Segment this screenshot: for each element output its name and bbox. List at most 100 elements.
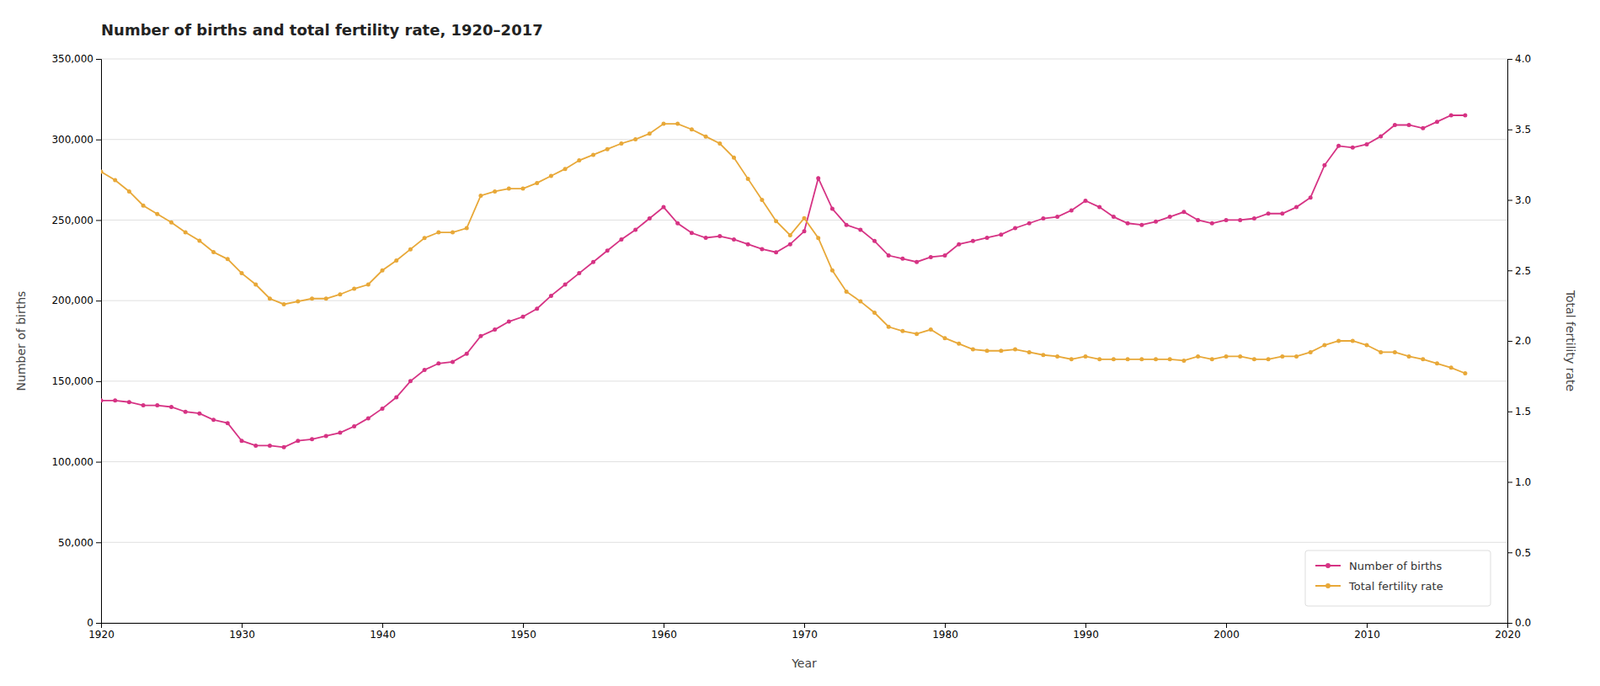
marker	[647, 131, 652, 136]
marker	[197, 411, 202, 416]
marker	[1378, 350, 1383, 355]
marker	[1181, 358, 1186, 363]
marks	[101, 113, 1467, 450]
marker	[337, 292, 342, 297]
marker	[675, 221, 680, 226]
grid-line	[101, 542, 1508, 544]
marker	[1125, 357, 1131, 362]
tick-mark	[663, 623, 665, 629]
marker	[563, 282, 568, 288]
plot: 1920193019401950196019701980199020002010…	[51, 53, 1531, 640]
tick-mark	[96, 542, 102, 544]
marker	[450, 359, 455, 364]
marker	[1125, 221, 1131, 226]
marker	[1449, 113, 1454, 118]
marker	[267, 296, 272, 301]
legend-label: Number of births	[1349, 560, 1443, 573]
marker	[1097, 205, 1102, 210]
marker	[534, 306, 539, 311]
tick-label: 0	[86, 617, 94, 630]
marker	[1336, 144, 1341, 149]
marker	[422, 235, 427, 240]
tick-mark	[1507, 200, 1513, 202]
marker	[464, 352, 470, 357]
tick-label: 150,000	[51, 375, 94, 388]
tick-label: 100,000	[51, 456, 94, 469]
marker	[492, 189, 497, 194]
tick: 1930	[229, 623, 256, 641]
tick-label: 1950	[510, 629, 537, 641]
marker	[704, 134, 709, 139]
marker	[998, 232, 1003, 237]
tick-mark	[1507, 411, 1513, 413]
tick-mark	[1226, 623, 1227, 629]
marker	[1069, 208, 1074, 213]
tick-mark	[1507, 623, 1513, 624]
marker	[1462, 113, 1467, 118]
marker	[253, 282, 258, 288]
tick-label: 350,000	[51, 53, 94, 65]
marker	[549, 174, 554, 179]
marker	[1280, 211, 1285, 216]
marker	[872, 310, 877, 315]
tick-label: 1940	[369, 629, 396, 641]
marker	[858, 227, 863, 232]
marker	[675, 122, 680, 127]
marker	[253, 443, 258, 448]
marker	[689, 127, 694, 132]
tick-label: 1980	[932, 629, 959, 641]
marker	[943, 253, 948, 258]
series-markers	[101, 122, 1467, 376]
legend-swatch	[1325, 583, 1331, 589]
marker	[1139, 223, 1144, 228]
grid-line	[101, 58, 1508, 60]
marker	[591, 152, 596, 157]
chart: 1920193019401950196019701980199020002010…	[0, 0, 1600, 686]
marker	[1365, 142, 1370, 147]
tick-label: 3.5	[1514, 123, 1531, 136]
marker	[211, 417, 216, 422]
x-axis: 1920193019401950196019701980199020002010…	[88, 623, 1521, 641]
tick-mark	[96, 219, 102, 221]
marker	[900, 329, 905, 334]
marker	[689, 230, 694, 235]
marker	[1111, 214, 1116, 219]
marker	[112, 178, 118, 183]
marker	[1322, 163, 1327, 168]
marker	[816, 235, 821, 240]
marker	[240, 271, 245, 276]
marker	[900, 256, 905, 262]
marker	[928, 255, 934, 260]
tick-label: 2000	[1213, 629, 1240, 641]
marker	[464, 226, 470, 231]
tick: 3.0	[1507, 194, 1531, 207]
marker	[802, 216, 807, 221]
marker	[169, 405, 174, 410]
tick-mark	[1507, 58, 1513, 60]
marker	[1237, 354, 1243, 359]
marker	[1322, 343, 1327, 348]
marker	[1407, 354, 1412, 359]
tick: 1.0	[1507, 476, 1531, 489]
marker	[970, 239, 976, 244]
marker	[773, 218, 779, 224]
marker	[956, 242, 961, 247]
marker	[154, 403, 160, 408]
marker	[492, 327, 497, 332]
tick: 0.0	[1507, 617, 1531, 630]
tick-label: 0.5	[1514, 547, 1531, 560]
marker	[633, 137, 638, 142]
marker	[1027, 350, 1032, 355]
marker	[422, 368, 427, 373]
marker	[816, 176, 821, 181]
marker	[956, 341, 961, 347]
tick-label: 50,000	[58, 537, 94, 550]
tick: 1980	[932, 623, 959, 641]
marker	[1224, 218, 1229, 223]
marker	[1392, 350, 1398, 355]
marker	[380, 268, 385, 273]
tick-mark	[241, 623, 243, 629]
marker	[1434, 119, 1440, 124]
marker	[240, 438, 245, 443]
tick-mark	[522, 623, 524, 629]
